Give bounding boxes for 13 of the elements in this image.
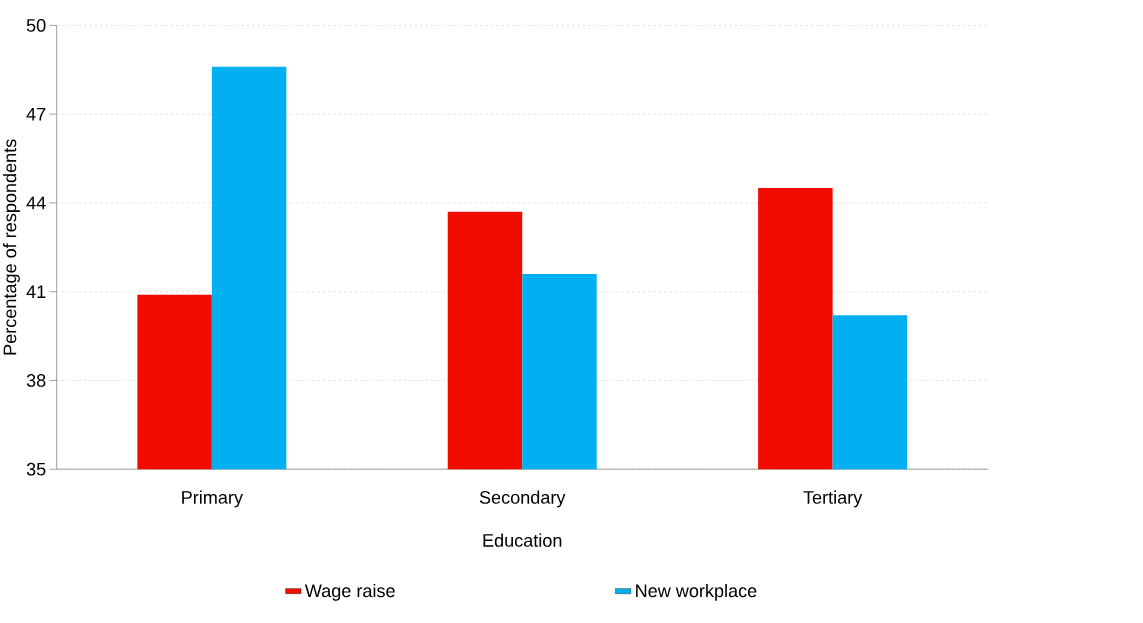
y-tick-label: 35 [26,462,46,476]
y-tick-label: 38 [26,373,46,387]
y-tick-label: 50 [26,18,46,32]
x-tick-label: Primary [182,490,243,508]
x-tick-label: Tertiary [803,490,863,508]
x-axis-title: Education [483,533,562,547]
x-tick-label: Secondary [479,490,566,508]
y-tick-label: 41 [26,285,46,298]
y-tick-label: 44 [26,196,46,209]
legend-label: Wage raise [304,583,395,601]
y-tick-label: 47 [26,107,46,121]
y-axis-title: Percentage of respondents [3,139,20,355]
legend-label: New workplace [636,583,757,601]
